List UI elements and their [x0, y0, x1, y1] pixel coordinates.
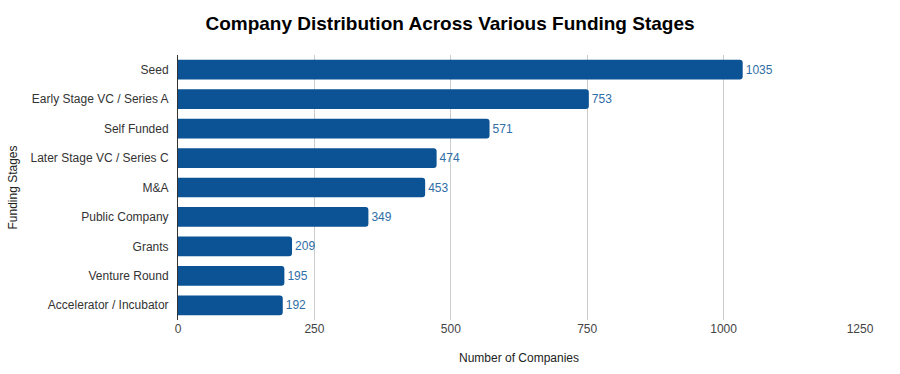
svg-text:250: 250: [304, 322, 324, 336]
svg-text:Later Stage VC / Series C: Later Stage VC / Series C: [31, 151, 169, 165]
svg-text:1000: 1000: [710, 322, 737, 336]
svg-text:474: 474: [440, 151, 460, 165]
svg-text:0: 0: [175, 322, 182, 336]
svg-text:Company Distribution Across Va: Company Distribution Across Various Fund…: [205, 13, 694, 34]
svg-text:Self Funded: Self Funded: [104, 122, 169, 136]
svg-text:M&A: M&A: [143, 181, 169, 195]
svg-text:571: 571: [493, 122, 513, 136]
svg-text:349: 349: [371, 210, 391, 224]
svg-text:1250: 1250: [847, 322, 874, 336]
svg-text:Public Company: Public Company: [81, 210, 168, 224]
svg-text:500: 500: [441, 322, 461, 336]
svg-text:209: 209: [295, 239, 315, 253]
svg-text:Seed: Seed: [141, 63, 169, 77]
svg-text:Accelerator / Incubator: Accelerator / Incubator: [48, 298, 169, 312]
svg-text:Grants: Grants: [133, 240, 169, 254]
svg-text:Number of Companies: Number of Companies: [459, 351, 579, 365]
svg-text:750: 750: [577, 322, 597, 336]
svg-text:1035: 1035: [746, 63, 773, 77]
svg-text:195: 195: [287, 269, 307, 283]
svg-text:753: 753: [592, 92, 612, 106]
svg-text:Early Stage VC / Series A: Early Stage VC / Series A: [32, 92, 169, 106]
svg-text:Funding Stages: Funding Stages: [6, 145, 20, 229]
svg-text:453: 453: [428, 181, 448, 195]
svg-text:Venture Round: Venture Round: [89, 269, 169, 283]
svg-text:192: 192: [286, 298, 306, 312]
